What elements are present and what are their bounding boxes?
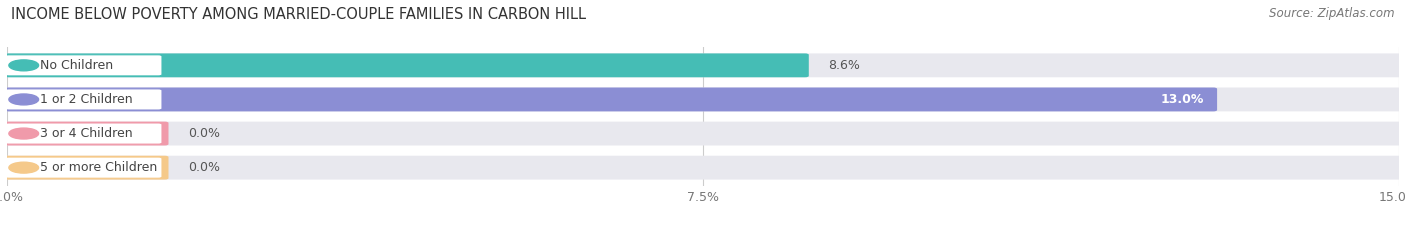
FancyBboxPatch shape — [6, 123, 162, 144]
FancyBboxPatch shape — [6, 157, 162, 178]
Text: 0.0%: 0.0% — [188, 161, 219, 174]
FancyBboxPatch shape — [3, 122, 169, 145]
Text: Source: ZipAtlas.com: Source: ZipAtlas.com — [1270, 7, 1395, 20]
FancyBboxPatch shape — [3, 53, 808, 77]
Circle shape — [8, 94, 38, 105]
FancyBboxPatch shape — [3, 53, 1403, 77]
Text: 5 or more Children: 5 or more Children — [39, 161, 156, 174]
Text: 8.6%: 8.6% — [828, 59, 860, 72]
FancyBboxPatch shape — [3, 88, 1403, 111]
Text: No Children: No Children — [39, 59, 112, 72]
FancyBboxPatch shape — [3, 88, 1218, 111]
FancyBboxPatch shape — [6, 55, 162, 76]
FancyBboxPatch shape — [3, 156, 169, 180]
FancyBboxPatch shape — [3, 122, 1403, 145]
Circle shape — [8, 162, 38, 173]
Circle shape — [8, 60, 38, 71]
Text: 0.0%: 0.0% — [188, 127, 219, 140]
Text: 3 or 4 Children: 3 or 4 Children — [39, 127, 132, 140]
FancyBboxPatch shape — [6, 89, 162, 110]
Circle shape — [8, 128, 38, 139]
Text: 13.0%: 13.0% — [1161, 93, 1204, 106]
Text: INCOME BELOW POVERTY AMONG MARRIED-COUPLE FAMILIES IN CARBON HILL: INCOME BELOW POVERTY AMONG MARRIED-COUPL… — [11, 7, 586, 22]
Text: 1 or 2 Children: 1 or 2 Children — [39, 93, 132, 106]
FancyBboxPatch shape — [3, 156, 1403, 180]
